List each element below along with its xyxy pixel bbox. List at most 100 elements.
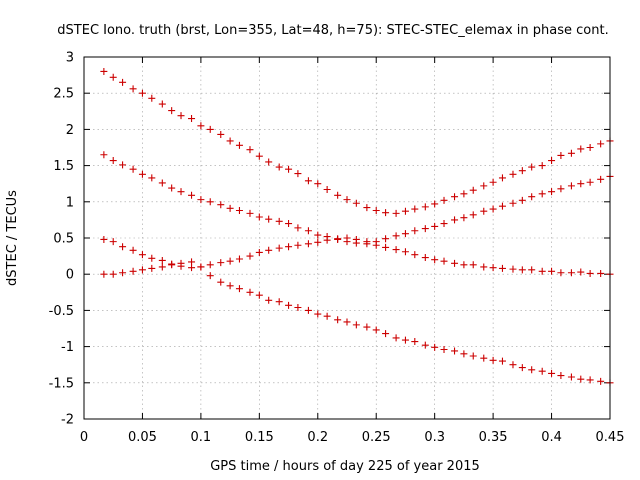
- data-point: [197, 196, 205, 204]
- y-tick-label: 1: [66, 195, 74, 210]
- data-point: [363, 204, 371, 212]
- data-point: [538, 367, 546, 375]
- data-point: [372, 326, 380, 334]
- data-point: [548, 157, 556, 165]
- data-point: [382, 209, 390, 217]
- data-point: [489, 356, 497, 364]
- data-point: [188, 191, 196, 199]
- data-point: [138, 170, 146, 178]
- data-point: [382, 235, 390, 243]
- data-point: [323, 185, 331, 193]
- data-point: [431, 200, 439, 208]
- data-point: [265, 246, 273, 254]
- data-point: [314, 180, 322, 188]
- data-point: [158, 100, 166, 108]
- data-point: [294, 170, 302, 178]
- data-point: [265, 158, 273, 166]
- data-point: [129, 165, 137, 173]
- data-point: [509, 361, 517, 369]
- data-point: [567, 149, 575, 157]
- data-point: [235, 206, 243, 214]
- data-point: [401, 207, 409, 215]
- data-point: [586, 178, 594, 186]
- data-point: [363, 238, 371, 246]
- data-point: [119, 161, 127, 169]
- data-point: [304, 227, 312, 235]
- data-point: [158, 256, 166, 264]
- x-tick-label: 0.15: [245, 430, 274, 445]
- data-point: [352, 235, 360, 243]
- data-point: [109, 238, 117, 246]
- plot-frame: [83, 56, 611, 420]
- data-point: [548, 369, 556, 377]
- x-tick-label: 0.4: [541, 430, 562, 445]
- data-point: [304, 306, 312, 314]
- data-point: [401, 336, 409, 344]
- data-point: [421, 203, 429, 211]
- data-point: [119, 269, 127, 277]
- data-point: [411, 251, 419, 259]
- data-point: [206, 125, 214, 133]
- data-point: [577, 145, 585, 153]
- data-point: [217, 278, 225, 286]
- data-point: [138, 266, 146, 274]
- data-point: [392, 246, 400, 254]
- data-point: [246, 288, 254, 296]
- data-point: [129, 246, 137, 254]
- data-point: [518, 266, 526, 274]
- data-point: [528, 193, 536, 201]
- data-point: [480, 354, 488, 362]
- data-point: [138, 89, 146, 97]
- data-point: [265, 296, 273, 304]
- data-point: [548, 267, 556, 275]
- y-axis-label: dSTEC / TECUs: [5, 190, 20, 286]
- data-point: [285, 301, 293, 309]
- data-point: [188, 115, 196, 123]
- data-point: [469, 261, 477, 269]
- data-point: [372, 241, 380, 249]
- data-point: [509, 170, 517, 178]
- data-point: [275, 217, 283, 225]
- data-point: [226, 257, 234, 265]
- data-point: [451, 216, 459, 224]
- data-point: [138, 251, 146, 259]
- data-point: [498, 264, 506, 272]
- data-point: [469, 186, 477, 194]
- data-point: [304, 177, 312, 185]
- data-point: [314, 238, 322, 246]
- data-point: [158, 179, 166, 187]
- data-point: [460, 350, 468, 358]
- data-point: [498, 202, 506, 210]
- data-point: [518, 196, 526, 204]
- data-point: [255, 213, 263, 221]
- data-point: [352, 321, 360, 329]
- data-point: [100, 235, 108, 243]
- data-point: [498, 174, 506, 182]
- data-point: [275, 163, 283, 171]
- data-point: [431, 343, 439, 351]
- data-point: [489, 205, 497, 213]
- x-tick-label: 0.05: [128, 430, 157, 445]
- data-point: [577, 268, 585, 276]
- data-point: [528, 163, 536, 171]
- data-point: [109, 73, 117, 81]
- data-point: [226, 137, 234, 145]
- y-tick-label: -0.5: [49, 304, 74, 319]
- data-point: [119, 243, 127, 251]
- data-point: [323, 236, 331, 244]
- data-point: [235, 255, 243, 263]
- data-point: [100, 67, 108, 75]
- x-tick-label: 0.45: [596, 430, 625, 445]
- data-point: [109, 270, 117, 278]
- chart-title: dSTEC Iono. truth (brst, Lon=355, Lat=48…: [57, 23, 608, 38]
- data-point: [235, 285, 243, 293]
- data-point: [168, 184, 176, 192]
- data-point: [557, 269, 565, 277]
- data-point: [538, 190, 546, 198]
- data-point: [577, 180, 585, 188]
- data-series-3: [100, 234, 614, 278]
- data-point: [460, 214, 468, 222]
- data-point: [460, 190, 468, 198]
- data-point: [460, 261, 468, 269]
- data-point: [451, 193, 459, 201]
